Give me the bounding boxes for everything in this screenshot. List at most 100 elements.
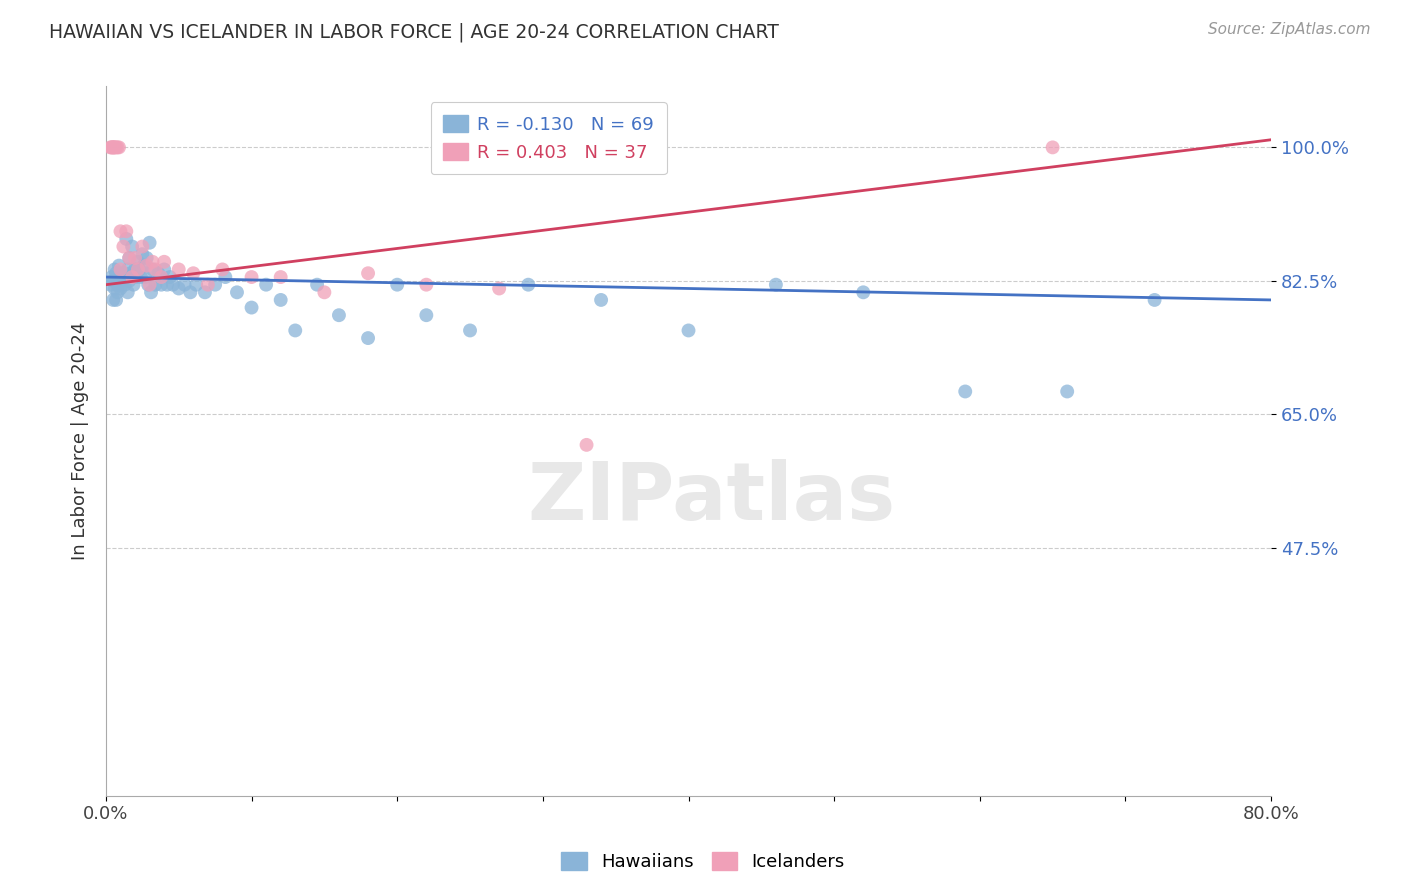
- Legend: Hawaiians, Icelanders: Hawaiians, Icelanders: [554, 846, 852, 879]
- Point: [204, 277, 226, 292]
- Point: [103, 140, 125, 154]
- Point: [121, 270, 143, 285]
- Point: [138, 235, 160, 250]
- Point: [139, 285, 162, 300]
- Point: [114, 277, 136, 292]
- Point: [145, 277, 167, 292]
- Point: [1056, 384, 1078, 399]
- Point: [387, 277, 409, 292]
- Point: [186, 277, 208, 292]
- Point: [150, 270, 173, 285]
- Point: [150, 277, 173, 292]
- Point: [136, 277, 159, 292]
- Text: Source: ZipAtlas.com: Source: ZipAtlas.com: [1208, 22, 1371, 37]
- Point: [156, 277, 179, 292]
- Point: [127, 262, 149, 277]
- Point: [270, 293, 292, 307]
- Point: [179, 285, 201, 300]
- Point: [415, 308, 437, 322]
- Point: [104, 281, 127, 295]
- Point: [415, 277, 437, 292]
- Point: [131, 239, 153, 253]
- Point: [284, 323, 307, 337]
- Point: [765, 277, 787, 292]
- Legend: R = -0.130   N = 69, R = 0.403   N = 37: R = -0.130 N = 69, R = 0.403 N = 37: [430, 103, 666, 175]
- Point: [121, 239, 143, 253]
- Point: [98, 140, 121, 154]
- Point: [145, 262, 167, 277]
- Point: [458, 323, 481, 337]
- Text: ZIPatlas: ZIPatlas: [527, 458, 896, 537]
- Point: [1143, 293, 1166, 307]
- Point: [118, 251, 141, 265]
- Point: [103, 293, 125, 307]
- Point: [127, 255, 149, 269]
- Point: [131, 247, 153, 261]
- Point: [314, 285, 336, 300]
- Point: [141, 262, 163, 277]
- Point: [167, 262, 190, 277]
- Point: [134, 270, 156, 285]
- Point: [107, 277, 129, 292]
- Point: [678, 323, 700, 337]
- Text: HAWAIIAN VS ICELANDER IN LABOR FORCE | AGE 20-24 CORRELATION CHART: HAWAIIAN VS ICELANDER IN LABOR FORCE | A…: [49, 22, 779, 42]
- Point: [240, 301, 263, 315]
- Point: [124, 251, 146, 265]
- Point: [141, 255, 163, 269]
- Point: [105, 293, 128, 307]
- Point: [194, 285, 217, 300]
- Point: [107, 140, 129, 154]
- Point: [100, 140, 122, 154]
- Point: [100, 270, 122, 285]
- Point: [135, 259, 157, 273]
- Point: [104, 262, 127, 277]
- Y-axis label: In Labor Force | Age 20-24: In Labor Force | Age 20-24: [72, 322, 89, 560]
- Point: [118, 251, 141, 265]
- Point: [118, 274, 141, 288]
- Point: [110, 224, 132, 238]
- Point: [105, 266, 128, 280]
- Point: [100, 140, 122, 154]
- Point: [138, 277, 160, 292]
- Point: [162, 277, 184, 292]
- Point: [488, 281, 510, 295]
- Point: [167, 281, 190, 295]
- Point: [852, 285, 875, 300]
- Point: [128, 262, 150, 277]
- Point: [159, 270, 181, 285]
- Point: [197, 277, 219, 292]
- Point: [153, 262, 176, 277]
- Point: [153, 255, 176, 269]
- Point: [214, 270, 236, 285]
- Point: [112, 266, 135, 280]
- Point: [591, 293, 613, 307]
- Point: [173, 277, 195, 292]
- Point: [105, 140, 128, 154]
- Point: [1042, 140, 1064, 154]
- Point: [181, 266, 204, 280]
- Point: [270, 270, 292, 285]
- Point: [108, 259, 131, 273]
- Point: [254, 277, 277, 292]
- Point: [110, 281, 132, 295]
- Point: [125, 270, 148, 285]
- Point: [955, 384, 977, 399]
- Point: [103, 274, 125, 288]
- Point: [226, 285, 249, 300]
- Point: [122, 277, 145, 292]
- Point: [517, 277, 540, 292]
- Point: [117, 262, 139, 277]
- Point: [148, 266, 170, 280]
- Point: [129, 270, 152, 285]
- Point: [357, 331, 380, 345]
- Point: [108, 140, 131, 154]
- Point: [103, 140, 125, 154]
- Point: [124, 262, 146, 277]
- Point: [107, 285, 129, 300]
- Point: [115, 224, 138, 238]
- Point: [135, 251, 157, 265]
- Point: [111, 274, 134, 288]
- Point: [115, 232, 138, 246]
- Point: [307, 277, 329, 292]
- Point: [240, 270, 263, 285]
